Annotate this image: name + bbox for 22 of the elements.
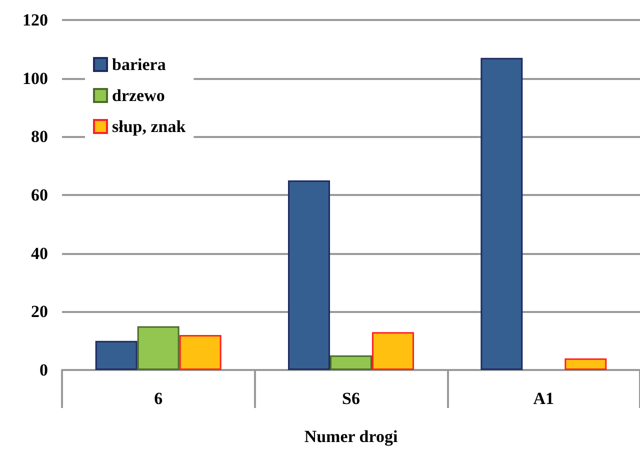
bar xyxy=(95,340,138,370)
bar xyxy=(137,326,180,370)
bar xyxy=(564,358,607,370)
x-tick-label: A1 xyxy=(533,389,554,408)
y-tick-label: 100 xyxy=(22,68,48,88)
legend-label: bariera xyxy=(112,55,166,74)
bar xyxy=(372,332,414,370)
y-tick-label: 0 xyxy=(40,360,48,380)
bar xyxy=(179,335,222,370)
y-tick-label: 40 xyxy=(31,244,48,263)
bar xyxy=(288,180,330,370)
y-tick-label: 60 xyxy=(31,186,48,204)
legend-label: drzewo xyxy=(112,86,165,105)
bar xyxy=(330,355,372,370)
y-tick-label: 80 xyxy=(31,127,48,146)
y-tick-label: 20 xyxy=(31,302,48,322)
x-tick-label: S6 xyxy=(342,389,360,408)
legend-label: słup, znak xyxy=(112,117,186,136)
bar xyxy=(480,58,523,370)
y-tick-label: 120 xyxy=(22,10,48,30)
x-axis-title: Numer drogi xyxy=(304,427,398,446)
x-tick-label: 6 xyxy=(154,389,163,408)
